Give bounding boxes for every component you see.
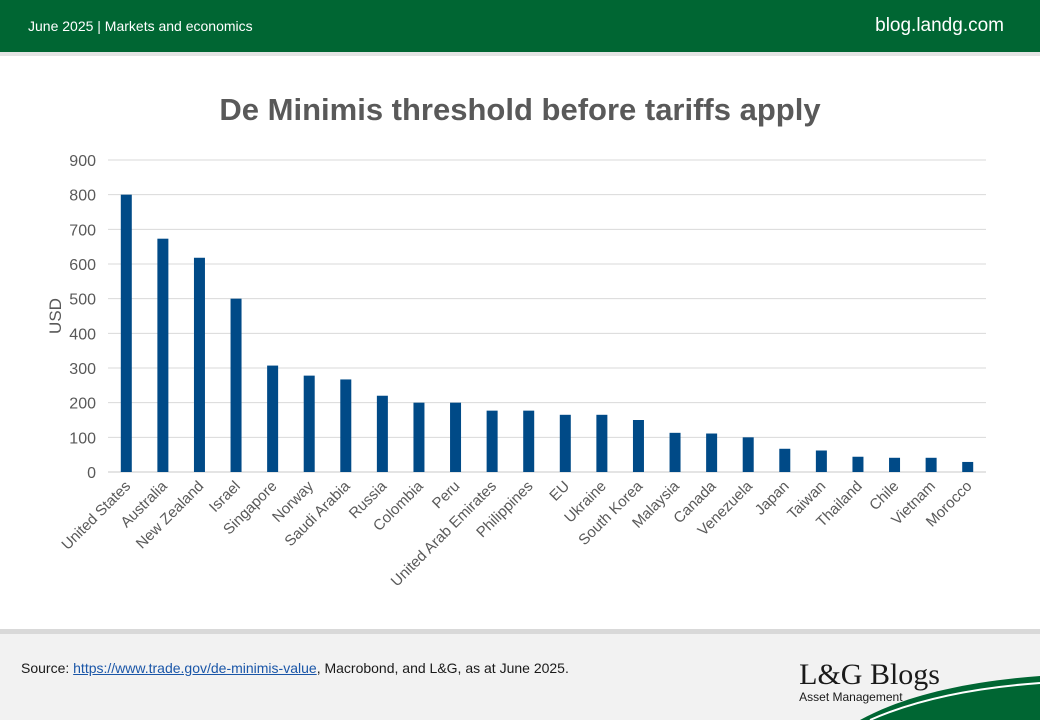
bar: [193, 257, 205, 472]
bar: [376, 395, 388, 472]
bar: [742, 437, 754, 472]
logo-swoosh-icon: [860, 676, 1040, 720]
y-axis-label: USD: [46, 298, 65, 334]
bar: [559, 414, 571, 472]
bar: [779, 448, 791, 472]
bar: [596, 414, 608, 472]
y-tick-label: 300: [69, 361, 96, 378]
bar: [962, 461, 974, 472]
y-tick-label: 700: [69, 222, 96, 239]
bar: [413, 402, 425, 472]
y-tick-label: 400: [69, 326, 96, 343]
source-prefix: Source:: [21, 660, 74, 676]
y-tick-label: 100: [69, 430, 96, 447]
bars: [120, 194, 974, 472]
bar: [267, 365, 279, 472]
bar: [925, 457, 937, 472]
bar: [303, 375, 315, 472]
bar-chart: 0 100 200 300 400 500 600 700 800 900 United Stat…: [46, 153, 986, 590]
chart-title: De Minimis threshold before tariffs appl…: [219, 92, 821, 127]
logo-subtitle: Asset Management: [799, 690, 903, 704]
x-tick-label: EU: [546, 478, 573, 505]
y-tick-label: 900: [69, 153, 96, 170]
bar: [120, 194, 132, 472]
bar: [340, 379, 352, 472]
source-suffix: , Macrobond, and L&G, as at June 2025.: [316, 660, 569, 676]
header-divider: [0, 52, 1040, 56]
footer: Source: https://www.trade.gov/de-minimis…: [0, 629, 1040, 720]
bar: [157, 238, 169, 472]
y-axis-ticks: 0 100 200 300 400 500 600 700 800 900: [69, 153, 96, 482]
bar: [815, 450, 827, 472]
logo-name: L&G Blogs: [799, 658, 940, 691]
header-bar: June 2025 | Markets and economics blog.l…: [0, 0, 1040, 52]
gridlines: [108, 159, 986, 473]
date-category-label: June 2025 | Markets and economics: [28, 18, 253, 34]
site-link[interactable]: blog.landg.com: [875, 15, 1004, 36]
y-tick-label: 800: [69, 188, 96, 205]
y-tick-label: 0: [87, 465, 96, 482]
bar: [889, 457, 901, 472]
bar: [230, 298, 242, 472]
source-link[interactable]: https://www.trade.gov/de-minimis-value: [73, 660, 317, 676]
bar: [852, 456, 864, 472]
y-tick-label: 500: [69, 292, 96, 309]
y-tick-label: 200: [69, 396, 96, 413]
bar: [450, 402, 462, 472]
lg-blogs-logo: L&G Blogs Asset Management: [799, 658, 940, 704]
bar: [523, 410, 535, 472]
bar: [486, 410, 498, 472]
bar: [706, 433, 718, 472]
y-tick-label: 600: [69, 257, 96, 274]
bar: [632, 420, 644, 472]
bar: [669, 432, 681, 472]
source-note: Source: https://www.trade.gov/de-minimis…: [21, 660, 569, 676]
